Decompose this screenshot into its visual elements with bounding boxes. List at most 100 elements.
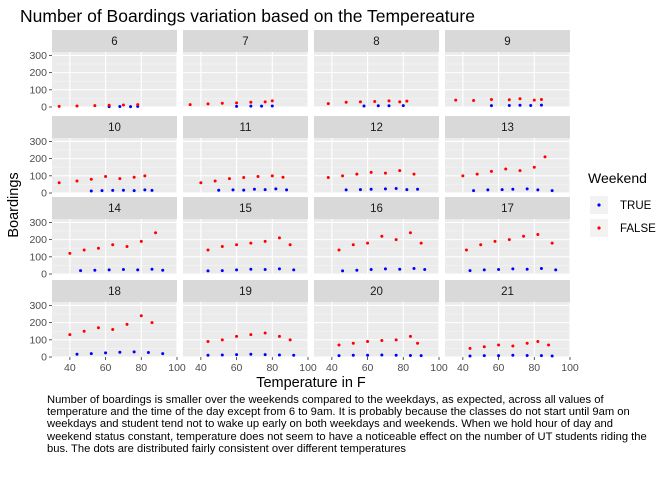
x-tick-label: 100 <box>168 362 186 374</box>
data-point-false <box>412 172 416 176</box>
facet-strip <box>183 280 308 302</box>
data-point-false <box>220 101 224 105</box>
data-point-true <box>146 351 150 355</box>
panel-background <box>52 302 177 357</box>
data-point-true <box>423 268 427 272</box>
x-tick-label: 60 <box>493 362 505 374</box>
data-point-false <box>489 97 493 101</box>
legend-label: FALSE <box>620 223 656 235</box>
data-point-false <box>518 169 522 173</box>
data-point-true <box>337 354 341 358</box>
data-point-true <box>419 354 423 358</box>
data-point-false <box>188 103 192 107</box>
data-point-false <box>351 341 355 345</box>
data-point-false <box>355 172 359 176</box>
data-point-false <box>139 314 143 318</box>
x-tick-label: 80 <box>528 362 540 374</box>
data-point-false <box>366 241 370 245</box>
y-tick-label: 300 <box>29 217 47 229</box>
panel-background <box>314 219 439 274</box>
data-point-false <box>227 177 231 181</box>
data-point-true <box>242 188 246 192</box>
data-point-true <box>206 353 210 357</box>
facet-panel: 6 0 100 200 300 <box>29 30 178 114</box>
data-point-false <box>507 238 511 242</box>
data-point-false <box>387 99 391 103</box>
data-point-false <box>68 333 72 337</box>
facet-strip <box>314 30 439 52</box>
data-point-false <box>96 326 100 330</box>
facet-panel: 12 <box>314 116 440 194</box>
data-point-false <box>398 169 402 173</box>
legend-label: TRUE <box>620 200 652 212</box>
facet-strip <box>314 280 439 302</box>
data-point-false <box>93 104 97 108</box>
data-point-false <box>132 175 136 179</box>
data-point-false <box>504 167 508 171</box>
panel-background <box>183 138 308 193</box>
panel-background <box>52 138 177 193</box>
data-point-false <box>337 248 341 252</box>
data-point-true <box>468 269 472 273</box>
data-point-false <box>263 331 267 335</box>
data-point-false <box>104 175 108 178</box>
data-point-false <box>518 97 522 101</box>
facet-panel: 19 40 60 80 100 <box>183 280 317 374</box>
data-point-false <box>281 175 285 179</box>
facet-label: 13 <box>501 122 514 134</box>
chart-title: Number of Boardings variation based on t… <box>20 6 475 26</box>
data-point-false <box>475 172 479 176</box>
data-point-true <box>358 188 362 192</box>
panel-background <box>183 219 308 274</box>
legend-marker <box>597 226 601 230</box>
data-point-false <box>543 155 547 159</box>
facet-label: 20 <box>370 286 383 298</box>
x-tick-label: 80 <box>397 362 409 374</box>
data-point-true <box>206 269 210 273</box>
facet-strip <box>52 30 177 52</box>
data-point-true <box>511 267 515 271</box>
data-point-false <box>220 338 224 342</box>
facet-strip <box>445 280 570 302</box>
data-point-true <box>341 269 345 273</box>
data-point-true <box>529 103 533 107</box>
facet-panel: 7 <box>183 30 309 108</box>
data-point-true <box>161 268 165 272</box>
data-point-false <box>89 177 93 181</box>
data-point-false <box>107 103 111 107</box>
data-point-false <box>139 239 143 243</box>
data-point-true <box>539 267 543 270</box>
data-point-true <box>500 188 504 192</box>
data-point-true <box>401 104 405 108</box>
y-axis-label: Boardings <box>6 172 22 237</box>
facet-label: 11 <box>240 122 252 134</box>
panel-background <box>52 52 177 107</box>
data-point-true <box>292 268 296 272</box>
data-point-false <box>143 174 147 178</box>
data-point-true <box>132 350 136 354</box>
facet-strip <box>314 197 439 219</box>
data-point-true <box>468 354 472 358</box>
data-point-true <box>118 350 122 354</box>
data-point-true <box>387 104 391 108</box>
data-point-false <box>96 246 100 250</box>
data-point-true <box>121 268 125 272</box>
y-tick-label: 300 <box>29 50 47 62</box>
y-tick-label: 200 <box>29 234 47 246</box>
data-point-false <box>150 321 154 325</box>
data-point-true <box>150 267 154 271</box>
data-point-false <box>405 99 409 103</box>
data-point-true <box>79 269 83 273</box>
data-point-false <box>383 171 387 175</box>
data-point-true <box>263 188 267 192</box>
data-point-true <box>132 189 136 193</box>
data-point-true <box>394 353 398 357</box>
data-point-false <box>419 241 423 245</box>
data-point-true <box>383 187 387 191</box>
panel-background <box>183 302 308 357</box>
legend: Weekend TRUE FALSE <box>588 170 656 237</box>
data-point-false <box>416 341 420 345</box>
data-point-false <box>263 239 267 243</box>
data-point-true <box>398 267 402 271</box>
